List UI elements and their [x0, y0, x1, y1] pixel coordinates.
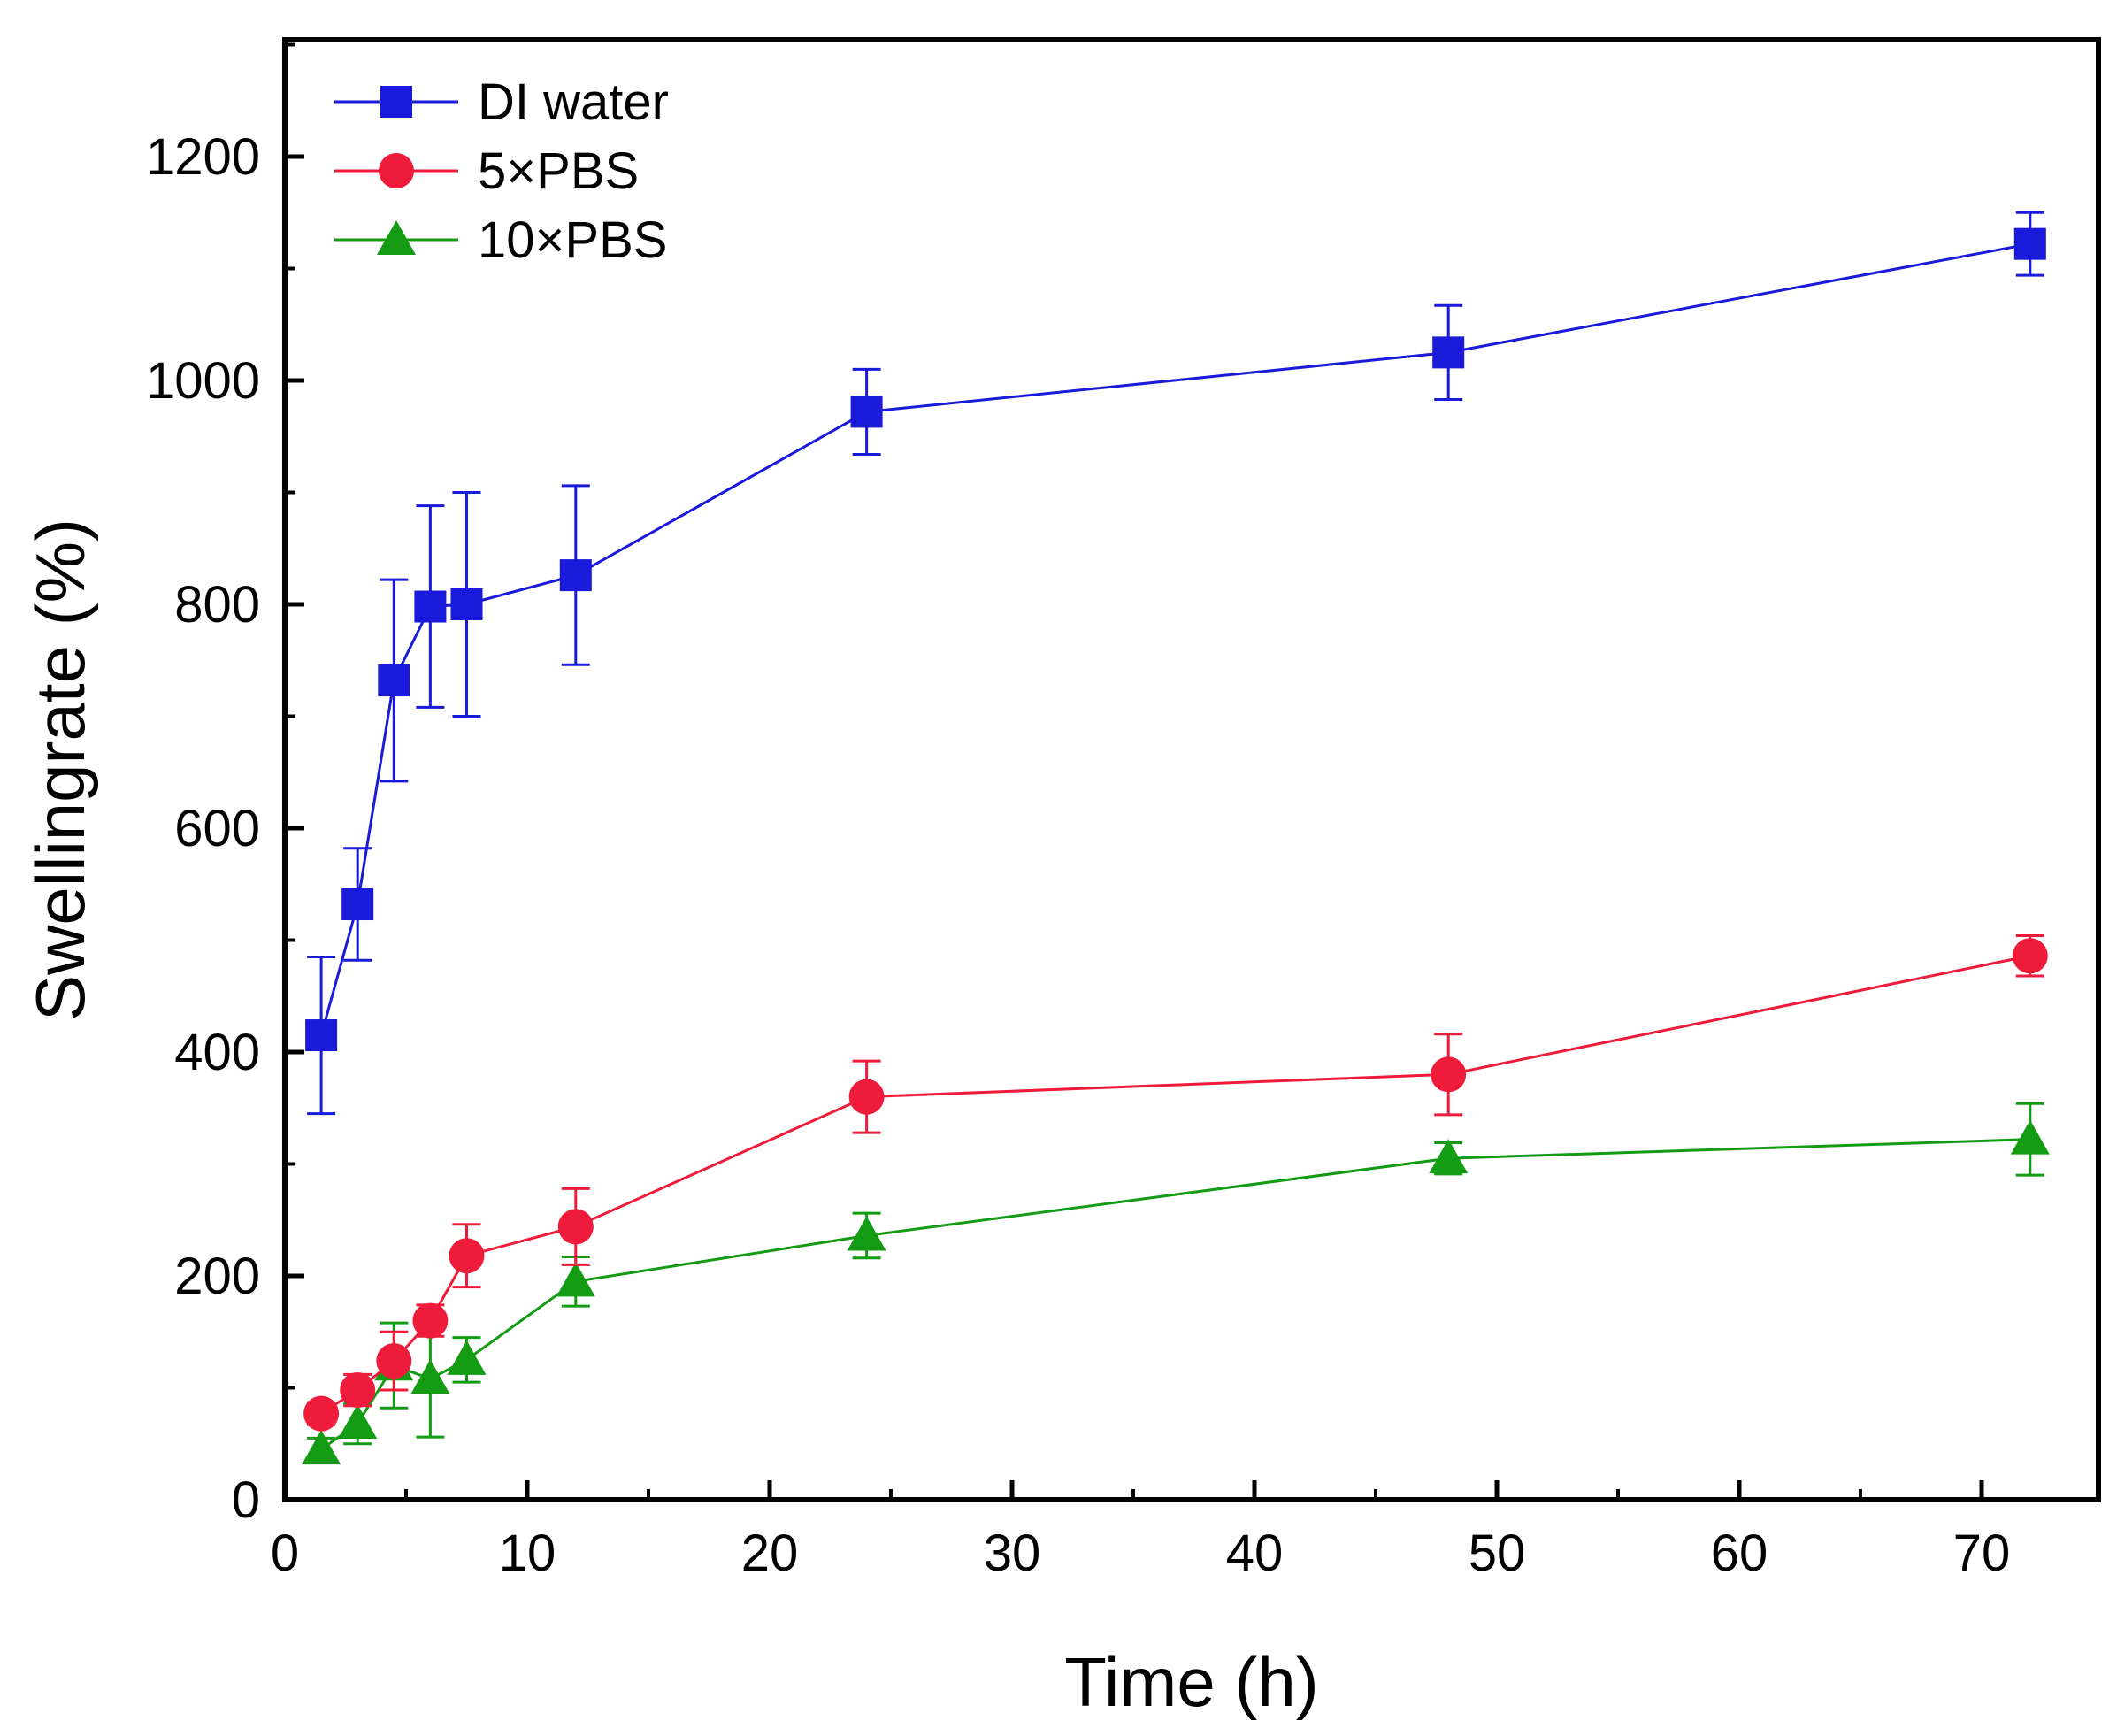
data-point: [305, 1019, 338, 1052]
legend-entry: 5×PBS: [334, 142, 639, 200]
x-axis-title: Time (h): [1064, 1643, 1318, 1721]
legend-entry: 10×PBS: [334, 211, 667, 269]
legend-label: 5×PBS: [478, 142, 639, 200]
data-point: [1432, 336, 1465, 369]
x-tick-label: 40: [1226, 1525, 1284, 1582]
series-di-water: [305, 211, 2046, 1116]
x-tick-label: 50: [1469, 1525, 1526, 1582]
axis-ticks: [282, 42, 1984, 1502]
legend-label: DI water: [478, 73, 669, 131]
data-point: [556, 1262, 595, 1297]
data-point: [848, 1079, 885, 1115]
data-point: [2012, 938, 2048, 974]
data-point: [559, 559, 592, 592]
data-point: [376, 1343, 412, 1379]
y-tick-label: 400: [174, 1024, 260, 1081]
series-line: [319, 242, 2031, 1036]
x-tick-label: 70: [1953, 1525, 2011, 1582]
y-tick-label: 200: [174, 1248, 260, 1305]
data-point: [850, 396, 883, 428]
legend-entry: DI water: [334, 73, 669, 131]
data-point: [2013, 227, 2046, 260]
legend-marker: [380, 86, 412, 118]
y-tick-label: 1000: [146, 352, 260, 410]
x-tick-label: 0: [271, 1525, 299, 1582]
legend-label: 10×PBS: [478, 211, 667, 269]
data-point: [557, 1209, 594, 1245]
series-line: [320, 954, 2031, 1415]
data-point: [302, 1430, 341, 1465]
data-point: [340, 1372, 376, 1409]
plot-frame: [282, 37, 2101, 1502]
data-point: [414, 590, 447, 623]
data-point: [1431, 1056, 1467, 1093]
legend-marker: [377, 220, 416, 255]
x-tick-label: 60: [1711, 1525, 1768, 1582]
data-point: [378, 664, 410, 697]
x-tick-label: 20: [741, 1525, 799, 1582]
series-5-pbs: [303, 933, 2048, 1432]
data-point: [412, 1302, 449, 1339]
y-tick-label: 1200: [146, 128, 260, 186]
data-point: [450, 588, 483, 620]
data-point: [341, 888, 374, 921]
data-point: [1429, 1139, 1469, 1174]
y-axis-title: Swellingrate (%): [21, 518, 99, 1021]
data-point: [338, 1403, 378, 1439]
axis-tick-labels: 0 10 20 30 40 50 60 70 0 200 400 600 800 1000 1200: [146, 128, 2010, 1582]
legend: DI water 5×PBS 10×PBS: [334, 73, 669, 269]
data-point: [410, 1359, 450, 1394]
y-tick-label: 800: [174, 576, 260, 634]
data-point: [447, 1340, 487, 1375]
series-layer: [302, 211, 2050, 1465]
legend-marker: [379, 153, 414, 188]
data-point: [2010, 1119, 2050, 1155]
x-tick-label: 30: [984, 1525, 1041, 1582]
data-point: [847, 1216, 886, 1251]
data-point: [303, 1395, 340, 1432]
x-tick-label: 10: [499, 1525, 556, 1582]
y-tick-label: 0: [232, 1471, 260, 1529]
series-10-pbs: [302, 1102, 2050, 1465]
y-tick-label: 600: [174, 800, 260, 857]
data-point: [449, 1238, 485, 1274]
